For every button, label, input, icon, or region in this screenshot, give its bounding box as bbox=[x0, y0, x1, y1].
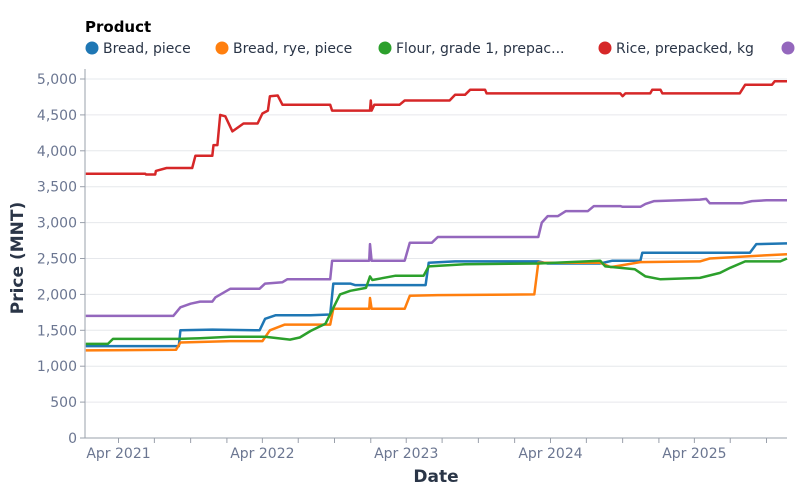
legend-swatch bbox=[215, 41, 229, 55]
y-tick-label: 4,000 bbox=[37, 144, 77, 160]
x-tick-label: Apr 2021 bbox=[86, 446, 150, 462]
series-line bbox=[85, 252, 788, 352]
y-tick-label: 1,000 bbox=[37, 359, 77, 375]
x-tick-label: Apr 2024 bbox=[518, 446, 582, 462]
y-tick-label: 5,000 bbox=[37, 72, 77, 88]
legend-label: Bread, rye, piece bbox=[233, 41, 352, 57]
gridlines bbox=[85, 78, 787, 403]
y-tick-label: 3,000 bbox=[37, 216, 77, 232]
y-tick-label: 0 bbox=[68, 431, 77, 447]
legend-title: Product bbox=[85, 18, 151, 36]
legend-label: Flour, grade 1, prepac... bbox=[396, 41, 564, 57]
y-tick-label: 2,500 bbox=[37, 252, 77, 268]
legend-swatch bbox=[781, 41, 795, 55]
series-line bbox=[85, 242, 788, 348]
legend-swatch bbox=[378, 41, 392, 55]
x-axis: Apr 2021 Apr 2022 Apr 2023 Apr 2024 Apr 2025 bbox=[85, 437, 787, 462]
y-tick-label: 500 bbox=[50, 395, 77, 411]
y-tick-label: 1,500 bbox=[37, 323, 77, 339]
x-tick-label: Apr 2025 bbox=[662, 446, 726, 462]
y-axis: 0 500 1,000 1,500 2,000 2,500 3,000 3,500 4,000 4… bbox=[37, 69, 86, 447]
x-tick-label: Apr 2023 bbox=[374, 446, 438, 462]
legend-label: Rice, prepacked, kg bbox=[616, 41, 754, 57]
series-line bbox=[85, 257, 788, 346]
legend: Product Bread, piece Bread, rye, piece Flou… bbox=[85, 18, 795, 57]
y-tick-label: 2,000 bbox=[37, 287, 77, 303]
legend-label: Bread, piece bbox=[103, 41, 191, 57]
legend-swatch bbox=[598, 41, 612, 55]
y-axis-title: Price (MNT) bbox=[8, 202, 28, 314]
series-line bbox=[85, 79, 787, 176]
x-axis-title: Date bbox=[413, 467, 458, 487]
legend-swatch bbox=[85, 41, 99, 55]
series-line bbox=[85, 197, 787, 318]
y-tick-label: 4,500 bbox=[37, 108, 77, 124]
y-tick-label: 3,500 bbox=[37, 180, 77, 196]
series-lines bbox=[85, 79, 788, 352]
x-tick-label: Apr 2022 bbox=[230, 446, 294, 462]
